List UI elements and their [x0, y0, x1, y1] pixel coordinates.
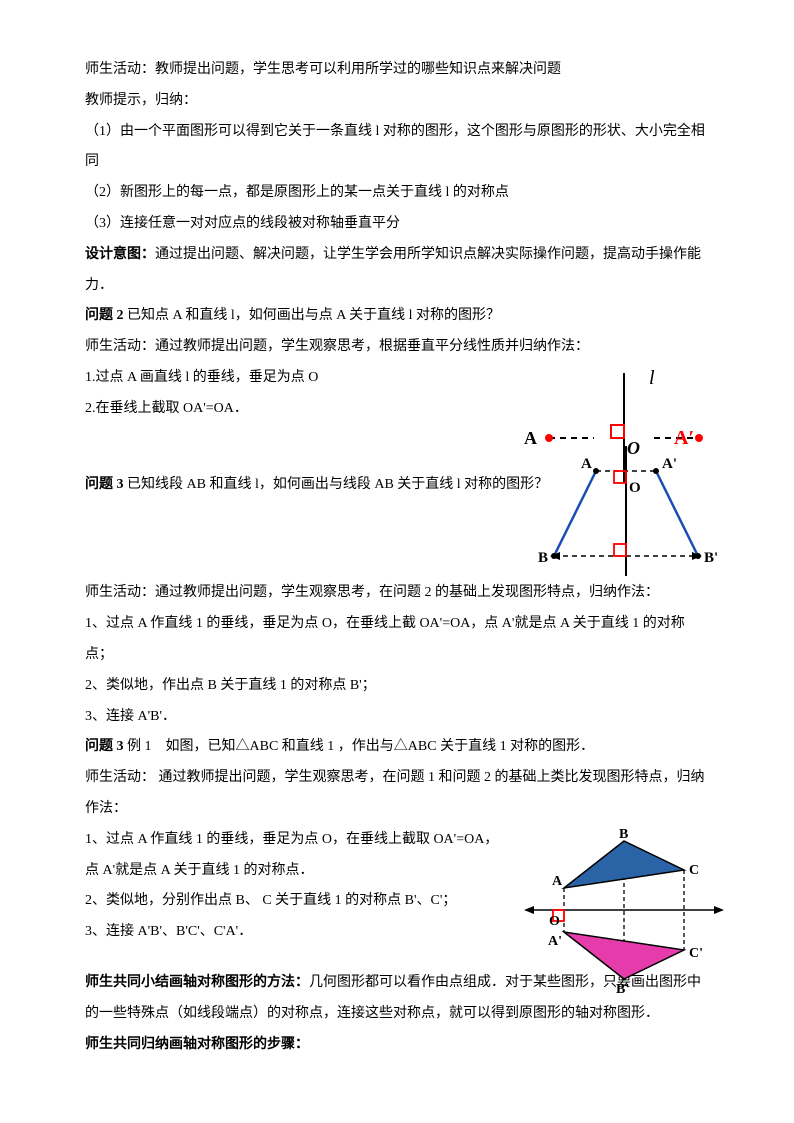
figure-2-svg: A A' B B' O — [534, 446, 719, 581]
figure-3-svg: A B C O A' B' C' — [524, 825, 724, 995]
para-design-intent: 设计意图：通过提出问题、解决问题，让学生学会用所学知识点解决实际操作问题，提高动… — [85, 240, 709, 302]
para-item-2: （2）新图形上的每一点，都是原图形上的某一点关于直线 l 的对称点 — [85, 178, 709, 209]
problem-3-ex1-body: 例 1 如图，已知△ABC 和直线 1 ，作出与△ABC 关于直线 1 对称的图… — [124, 739, 595, 754]
fig2-label-b: B — [538, 550, 548, 566]
fig2-label-ap: A' — [662, 456, 677, 472]
fig2-label-a: A — [581, 456, 592, 472]
problem-3-activity: 师生活动：通过教师提出问题，学生观察思考，在问题 2 的基础上发现图形特点，归纳… — [85, 578, 709, 609]
problem-2-label: 问题 2 — [85, 308, 124, 323]
fig3-label-a: A — [552, 874, 563, 889]
problem-2-body: 已知点 A 和直线 l，如何画出与点 A 关于直线 l 对称的图形？ — [124, 308, 500, 323]
summary-steps: 师生共同归纳画轴对称图形的步骤： — [85, 1030, 709, 1061]
figure-3: A B C O A' B' C' — [524, 825, 724, 995]
problem-3-label: 问题 3 — [85, 477, 124, 492]
figure-2: A A' B B' O — [534, 446, 719, 581]
problem-3-step-1: 1、过点 A 作直线 1 的垂线，垂足为点 O，在垂线上截 OA'=OA，点 A… — [85, 609, 709, 671]
problem-3-body: 已知线段 AB 和直线 l，如何画出与线段 AB 关于直线 l 对称的图形？ — [124, 477, 549, 492]
fig3-label-b: B — [619, 827, 628, 842]
fig3-label-o: O — [549, 914, 560, 929]
problem-3-ex1-activity: 师生活动： 通过教师提出问题，学生观察思考，在问题 1 和问题 2 的基础上类比… — [85, 763, 709, 825]
summary-method-label: 师生共同小结画轴对称图形的方法： — [85, 975, 309, 990]
para-item-3: （3）连接任意一对对应点的线段被对称轴垂直平分 — [85, 209, 709, 240]
para-activity: 师生活动：教师提出问题，学生思考可以利用所学过的哪些知识点来解决问题 — [85, 55, 709, 86]
problem-3-step-2: 2、类似地，作出点 B 关于直线 1 的对称点 B'； — [85, 671, 709, 702]
problem-2: 问题 2 已知点 A 和直线 l，如何画出与点 A 关于直线 l 对称的图形？ — [85, 301, 709, 332]
problem-3-step-3: 3、连接 A'B'． — [85, 702, 709, 733]
fig1-label-l: l — [649, 367, 655, 389]
problem-3-ex1-label: 问题 3 — [85, 739, 124, 754]
design-intent-label: 设计意图： — [85, 247, 155, 262]
fig2-label-bp: B' — [704, 550, 718, 566]
fig3-label-bp: B' — [616, 982, 629, 997]
design-intent-body: 通过提出问题、解决问题，让学生学会用所学知识点解决实际操作问题，提高动手操作能力… — [85, 247, 701, 293]
problem-3-ex1: 问题 3 例 1 如图，已知△ABC 和直线 1 ，作出与△ABC 关于直线 1… — [85, 732, 709, 763]
fig2-label-o: O — [629, 480, 641, 496]
para-teacher-hint: 教师提示，归纳： — [85, 86, 709, 117]
problem-2-activity: 师生活动：通过教师提出问题，学生观察思考，根据垂直平分线性质并归纳作法： — [85, 332, 709, 363]
para-item-1: （1）由一个平面图形可以得到它关于一条直线 l 对称的图形，这个图形与原图形的形… — [85, 117, 709, 179]
fig3-label-c: C — [689, 863, 699, 878]
fig3-label-ap: A' — [548, 934, 562, 949]
fig3-label-cp: C' — [689, 946, 703, 961]
